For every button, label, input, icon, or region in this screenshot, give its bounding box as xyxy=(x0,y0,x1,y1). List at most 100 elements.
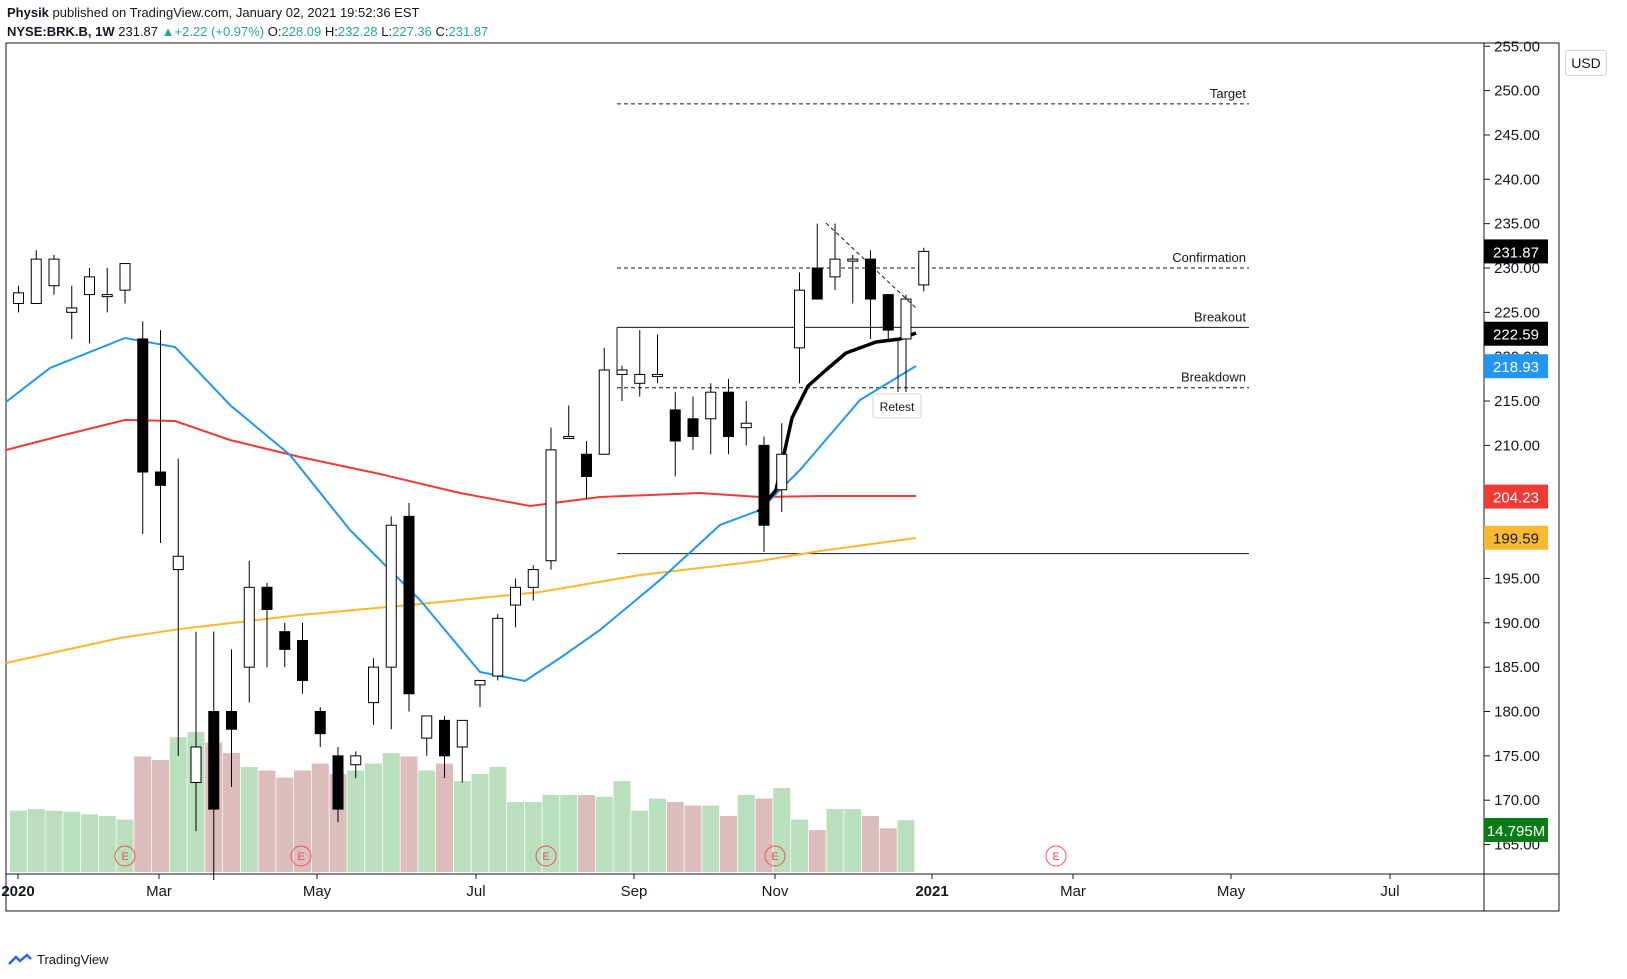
close-label: C: xyxy=(435,24,449,39)
volume-bar xyxy=(240,767,258,872)
candle-body xyxy=(865,258,876,300)
volume-bar xyxy=(737,795,755,872)
volume-bar xyxy=(631,810,649,872)
volume-bar xyxy=(98,816,116,872)
candle-body xyxy=(705,391,717,420)
volume-bars xyxy=(10,732,915,872)
candle-body xyxy=(652,373,663,377)
volume-bar xyxy=(400,756,418,872)
candle-body xyxy=(385,524,397,668)
y-tick-label: 230.00 xyxy=(1494,260,1540,277)
volume-bar xyxy=(134,756,152,872)
volume-bar xyxy=(10,810,27,872)
candle-body xyxy=(314,711,326,735)
candle-body xyxy=(669,409,681,442)
low-label: L: xyxy=(381,24,393,39)
candle-body xyxy=(403,515,415,695)
candle-body xyxy=(687,418,699,438)
x-tick-label: Sep xyxy=(621,883,648,900)
candle-body xyxy=(13,292,24,304)
volume-bar xyxy=(365,763,382,872)
currency-button[interactable]: USD xyxy=(1565,50,1607,76)
chart-header: Physik published on TradingView.com, Jan… xyxy=(7,4,488,41)
price-axis[interactable]: 165.00170.00175.00180.00185.00190.00195.… xyxy=(1484,38,1540,854)
candle-body xyxy=(101,294,113,298)
price-label-box xyxy=(1484,354,1548,379)
volume-bar xyxy=(755,798,773,872)
volume-bar xyxy=(808,830,826,872)
candle-body xyxy=(563,436,575,440)
y-tick-label: 235.00 xyxy=(1494,216,1540,233)
candle-body xyxy=(48,258,60,287)
y-tick-label: 210.00 xyxy=(1494,437,1540,454)
price-label-box xyxy=(1484,525,1548,550)
price-label: 204.23 xyxy=(1493,490,1539,507)
candle-body xyxy=(882,294,894,331)
volume-bar xyxy=(862,816,879,872)
earnings-marker xyxy=(1045,845,1067,867)
candle-body xyxy=(119,263,131,291)
candle-body xyxy=(30,258,42,304)
author-name[interactable]: Physik xyxy=(7,5,49,20)
x-tick-label: Mar xyxy=(146,883,172,900)
volume-bar xyxy=(418,770,436,872)
volume-bar xyxy=(702,805,720,872)
candle-body xyxy=(190,746,202,783)
candle-body xyxy=(900,298,912,340)
earnings-marker xyxy=(535,845,557,867)
candle-body xyxy=(527,569,539,588)
level-label: Breakout xyxy=(1194,309,1246,324)
volume-bar xyxy=(773,788,791,872)
symbol-label[interactable]: NYSE:BRK.B, 1W xyxy=(7,24,115,39)
close-value: 231.87 xyxy=(448,24,489,39)
y-tick-label: 170.00 xyxy=(1494,792,1540,809)
candle-body xyxy=(510,586,521,606)
volume-bar xyxy=(45,810,63,872)
volume-bar xyxy=(347,770,365,872)
price-label: 231.87 xyxy=(1493,244,1539,261)
tradingview-logo-icon xyxy=(8,952,32,965)
volume-bar xyxy=(507,802,524,872)
volume-bar xyxy=(258,770,276,872)
candle-body xyxy=(723,391,734,438)
price-labels: 231.87 222.59 218.93 204.23 199.59 14.795M xyxy=(1484,239,1548,842)
retest-label: Retest xyxy=(880,400,915,414)
volume-bar xyxy=(595,796,613,872)
time-axis[interactable]: 2020 Mar May Jul Sep Nov 2021 Mar May Jul xyxy=(1,874,1400,900)
y-tick-label: 175.00 xyxy=(1494,748,1540,765)
level-label: Target xyxy=(1210,86,1247,101)
low-value: 227.36 xyxy=(392,24,432,39)
candle-body xyxy=(456,719,468,748)
x-tick-label: 2020 xyxy=(1,883,34,900)
x-tick-label: May xyxy=(1217,883,1246,900)
price-label: 218.93 xyxy=(1493,359,1539,376)
price-label-box xyxy=(1484,818,1548,842)
price-change: +2.22 (+0.97%) xyxy=(174,24,265,39)
candle-body xyxy=(439,719,450,757)
high-label: H: xyxy=(324,24,338,39)
candle-body xyxy=(421,715,433,739)
candle-body xyxy=(847,258,859,262)
volume-bar xyxy=(436,763,453,872)
candle-body xyxy=(332,755,344,810)
volume-bar xyxy=(578,795,595,872)
horizontal-levels: Target Confirmation Breakout Breakdown xyxy=(616,86,1249,555)
candle-body xyxy=(758,444,770,526)
volume-bar xyxy=(489,767,507,872)
y-tick-label: 180.00 xyxy=(1494,704,1540,721)
open-label: O: xyxy=(267,24,282,39)
y-tick-label: 195.00 xyxy=(1494,570,1540,587)
y-tick-label: 240.00 xyxy=(1494,171,1540,188)
candle-body xyxy=(794,289,805,349)
candle-body xyxy=(297,640,308,681)
trendline-drawing: Retest xyxy=(825,222,922,419)
candle-body xyxy=(918,250,930,286)
y-tick-label: 190.00 xyxy=(1494,615,1540,632)
candle-body xyxy=(226,711,237,730)
volume-bar xyxy=(311,763,329,872)
candle-body xyxy=(598,369,610,455)
footer-brand[interactable]: TradingView xyxy=(37,952,109,967)
price-label-box xyxy=(1484,239,1548,264)
candle-body xyxy=(350,755,362,766)
